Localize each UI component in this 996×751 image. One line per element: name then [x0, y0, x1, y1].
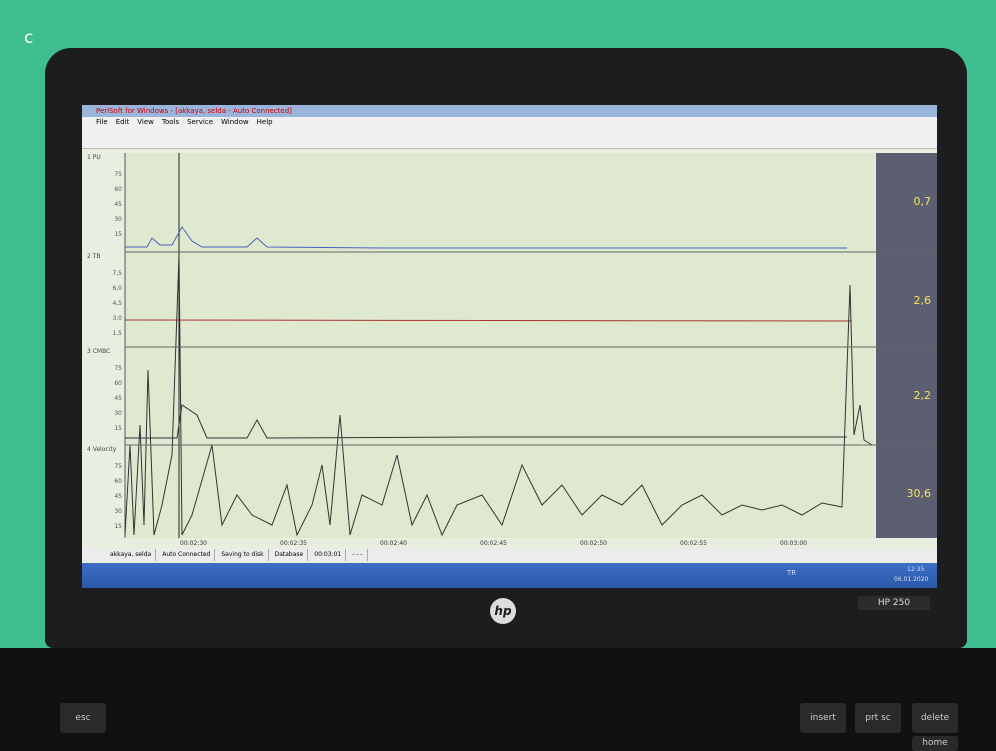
menu-item[interactable]: Help [256, 118, 273, 126]
channel-value: 2,2 [913, 389, 932, 402]
key: prt sc [855, 703, 901, 733]
trace-velocity [124, 254, 873, 537]
channel-label: 3 CMBC [87, 348, 111, 355]
tick-label: 45 [114, 201, 122, 208]
tick-label: 75 [114, 365, 122, 372]
time-label: 00:02:40 [380, 540, 407, 547]
menu-item[interactable]: Tools [161, 118, 180, 126]
trace-cmbc [125, 404, 847, 439]
key: delete [912, 703, 958, 733]
value-panel [876, 153, 937, 538]
tick-label: 75 [114, 463, 122, 470]
time-label: 00:03:00 [780, 540, 807, 547]
status-bar: akkaya, selda Auto Connected Saving to dis… [82, 549, 937, 561]
tick-label: 60 [114, 380, 122, 387]
channel-label: 4 Velocity [87, 446, 117, 453]
tick-label: 30 [114, 508, 122, 515]
traces [124, 153, 937, 538]
channel-label: 2 TB [87, 253, 101, 260]
model-label: HP 250 [858, 596, 930, 610]
menu-item[interactable]: Edit [115, 118, 130, 126]
time-label: 00:02:30 [180, 540, 207, 547]
toolbar [82, 128, 937, 149]
tick-label: 15 [114, 425, 122, 432]
tick-label: 45 [114, 493, 122, 500]
status-item: 00:03:01 [314, 549, 347, 561]
clock-time: 12:35 [907, 566, 925, 573]
tick-label: 75 [114, 171, 122, 178]
time-label: 00:02:35 [280, 540, 307, 547]
menu-bar: File Edit View Tools Service Window Help [82, 117, 937, 128]
tick-label: 30 [114, 410, 122, 417]
time-label: 00:02:50 [580, 540, 607, 547]
figure-label: c [24, 28, 34, 48]
channel-value: 0,7 [913, 195, 932, 208]
status-item: Auto Connected [162, 549, 216, 561]
tick-label: 45 [114, 395, 122, 402]
clock-date: 06.01.2020 [894, 576, 929, 583]
key: insert [800, 703, 846, 733]
key: esc [60, 703, 106, 733]
menu-item[interactable]: File [96, 118, 108, 126]
tick-label: 7,5 [112, 270, 122, 277]
time-label: 00:02:55 [680, 540, 707, 547]
brand-logo: hp [490, 598, 516, 624]
tick-label: 60 [114, 478, 122, 485]
status-item: Saving to disk [221, 549, 269, 561]
language: TR [787, 569, 797, 577]
title-bar: PeriSoft for Windows - [akkaya, selda - … [82, 105, 937, 117]
screen: PeriSoft for Windows - [akkaya, selda - … [82, 105, 937, 588]
status-item: akkaya, selda [110, 549, 157, 561]
tick-label: 1,5 [112, 330, 122, 337]
tick-label: 30 [114, 216, 122, 223]
menu-item[interactable]: Service [187, 118, 214, 126]
tick-label: 15 [114, 231, 122, 238]
menu-item[interactable]: View [137, 118, 154, 126]
tick-label: 15 [114, 523, 122, 530]
channel-value: 30,6 [906, 487, 932, 500]
status-item: - - - [352, 549, 368, 561]
trace-tb [124, 319, 853, 322]
trace-pu [125, 226, 847, 249]
taskbar [82, 563, 937, 588]
menu-item[interactable]: Window [221, 118, 249, 126]
plot-area [125, 153, 875, 538]
key: home [912, 736, 958, 751]
channel-value: 2,6 [913, 294, 932, 307]
tick-label: 3,0 [112, 315, 122, 322]
channel-label: 1 PU [87, 154, 101, 161]
time-label: 00:02:45 [480, 540, 507, 547]
status-item: Database [275, 549, 309, 561]
tick-label: 6,0 [112, 285, 122, 292]
keyboard: esc insert prt sc delete home [0, 648, 996, 751]
tick-label: 60 [114, 186, 122, 193]
tick-label: 4,5 [112, 300, 122, 307]
